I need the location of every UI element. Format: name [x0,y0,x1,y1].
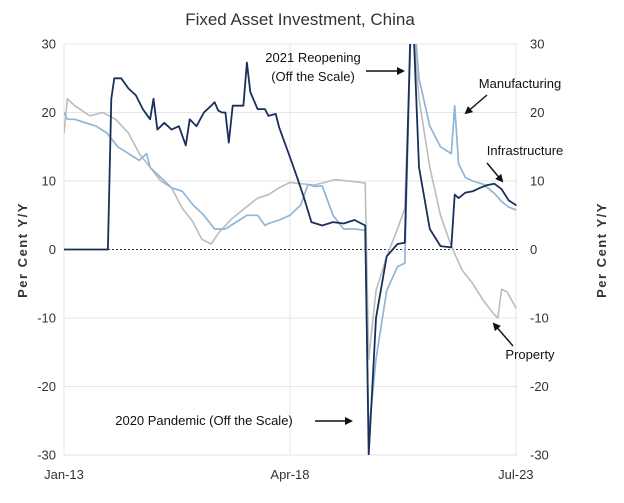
y-tick-right-10: -10 [530,311,549,326]
annotation-reopening-line1: 2021 Reopening [265,50,360,65]
annotation-manufacturing: Manufacturing [479,76,561,91]
series-lines [64,44,517,455]
y-tick-right-20: 20 [530,105,544,120]
y-tick-right-30: 30 [530,37,544,52]
x-tick-apr-18: Apr-18 [270,467,309,482]
y-axis-left: 30 20 10 0 -10 -20 -30 [37,37,56,463]
y-tick-right-0: 0 [530,242,537,257]
y-tick-left-10: 10 [42,174,56,189]
arrow-infrastructure [486,162,504,183]
series-line-property [64,44,517,360]
y-axis-right: 30 20 10 0 -10 -20 -30 [530,37,549,463]
y-tick-left-30: 30 [42,37,56,52]
annotation-property: Property [505,347,555,362]
annotation-infrastructure: Infrastructure [487,143,564,158]
y-tick-left-20: -20 [37,379,56,394]
series-line-manufacturing [64,44,517,436]
arrow-property [492,322,514,347]
y-axis-label-left: Per Cent Y/Y [15,202,30,298]
x-tick-jan-13: Jan-13 [44,467,84,482]
y-tick-left-20: 20 [42,105,56,120]
y-tick-left-30: -30 [37,448,56,463]
chart-title: Fixed Asset Investment, China [185,10,415,29]
y-tick-right-10: 10 [530,174,544,189]
x-tick-jul-23: Jul-23 [498,467,533,482]
x-axis: Jan-13 Apr-18 Jul-23 [44,467,533,482]
y-tick-left-0: 0 [49,242,56,257]
annotation-pandemic: 2020 Pandemic (Off the Scale) [115,413,293,428]
arrow-manufacturing [464,94,488,115]
y-tick-right-20: -20 [530,379,549,394]
y-tick-right-30: -30 [530,448,549,463]
y-tick-left-10: -10 [37,311,56,326]
annotation-reopening-line2: (Off the Scale) [271,69,355,84]
series-line-infrastructure [64,44,517,455]
y-axis-label-right: Per Cent Y/Y [594,202,609,298]
